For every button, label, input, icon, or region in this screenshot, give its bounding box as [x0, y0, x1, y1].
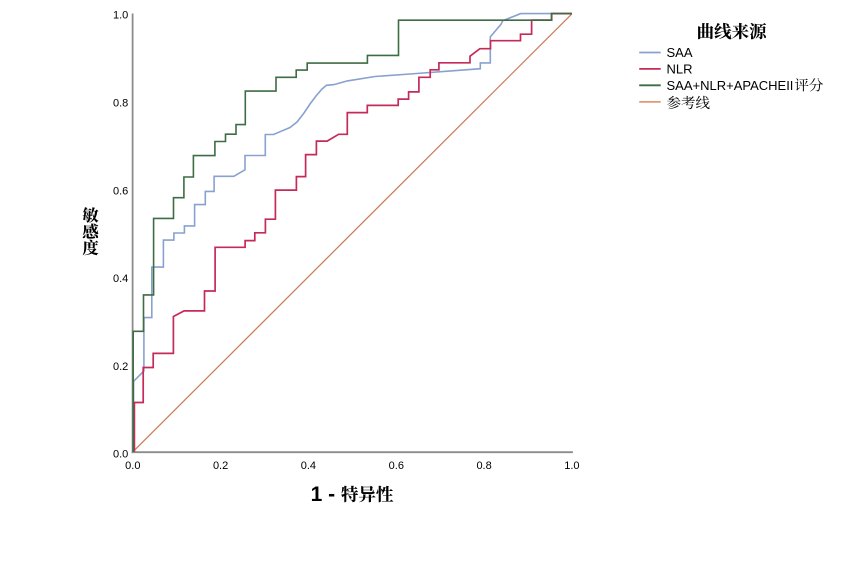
svg-text:0.4: 0.4 — [113, 273, 128, 285]
svg-text:0.0: 0.0 — [125, 460, 140, 472]
svg-text:0.8: 0.8 — [113, 98, 128, 110]
svg-text:1.0: 1.0 — [113, 10, 128, 22]
svg-text:0.6: 0.6 — [113, 185, 128, 197]
svg-text:0.2: 0.2 — [213, 460, 228, 472]
svg-text:1.0: 1.0 — [564, 460, 579, 472]
svg-text:SAA: SAA — [667, 45, 693, 60]
svg-text:1 -: 1 - — [311, 483, 336, 506]
svg-text:NLR: NLR — [667, 61, 693, 76]
svg-text:SAA+NLR+APACHEII: SAA+NLR+APACHEII — [667, 78, 794, 93]
svg-text:0.4: 0.4 — [301, 460, 316, 472]
svg-text:0.0: 0.0 — [113, 449, 128, 461]
svg-text:0.2: 0.2 — [113, 361, 128, 373]
svg-text:0.8: 0.8 — [476, 460, 491, 472]
svg-text:0.6: 0.6 — [389, 460, 404, 472]
